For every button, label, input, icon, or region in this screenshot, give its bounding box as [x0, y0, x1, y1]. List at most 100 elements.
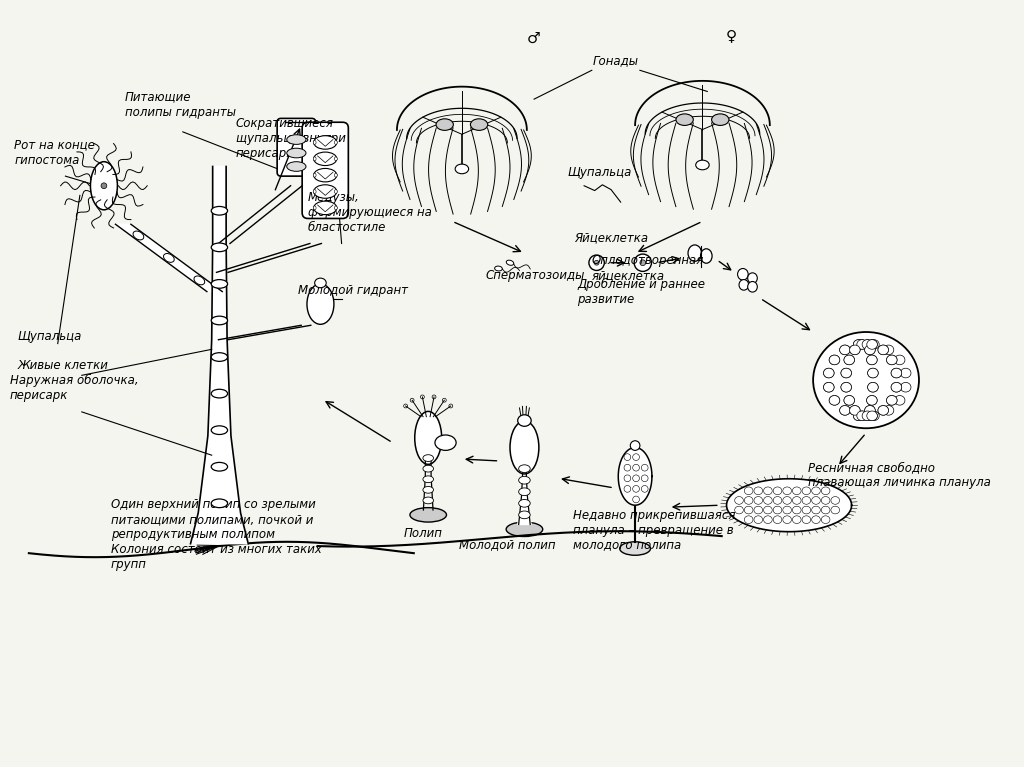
Polygon shape: [190, 166, 248, 544]
Ellipse shape: [829, 396, 840, 405]
Text: Яйцеклетка: Яйцеклетка: [574, 232, 648, 245]
Ellipse shape: [314, 278, 327, 288]
Ellipse shape: [853, 340, 864, 349]
Ellipse shape: [641, 464, 648, 471]
Ellipse shape: [866, 340, 878, 349]
Ellipse shape: [435, 435, 456, 450]
Ellipse shape: [864, 406, 876, 415]
Ellipse shape: [844, 396, 855, 405]
Ellipse shape: [734, 506, 743, 514]
Ellipse shape: [313, 189, 316, 193]
Ellipse shape: [211, 280, 227, 288]
Ellipse shape: [700, 249, 712, 263]
Ellipse shape: [868, 340, 880, 349]
Ellipse shape: [866, 396, 878, 405]
Text: Щупальца: Щупальца: [17, 330, 82, 343]
Ellipse shape: [840, 406, 850, 415]
Text: Живые клетки: Живые клетки: [17, 359, 109, 371]
Ellipse shape: [411, 398, 414, 402]
Ellipse shape: [764, 496, 772, 504]
Ellipse shape: [840, 406, 850, 415]
Ellipse shape: [793, 487, 801, 495]
Ellipse shape: [844, 355, 855, 365]
Ellipse shape: [887, 396, 897, 405]
Ellipse shape: [734, 496, 743, 504]
Text: Один верхний полип со зрелыми
питающими полипами, почкой и
репродуктивным полипо: Один верхний полип со зрелыми питающими …: [111, 498, 322, 571]
Ellipse shape: [90, 162, 118, 210]
Ellipse shape: [744, 496, 753, 504]
Ellipse shape: [764, 506, 772, 514]
Text: ♀: ♀: [726, 28, 737, 43]
Ellipse shape: [754, 487, 763, 495]
Ellipse shape: [423, 455, 433, 462]
Ellipse shape: [737, 268, 749, 280]
Ellipse shape: [335, 157, 337, 161]
Ellipse shape: [313, 152, 337, 166]
Ellipse shape: [423, 466, 433, 472]
Ellipse shape: [313, 173, 316, 177]
Ellipse shape: [624, 475, 631, 482]
Ellipse shape: [211, 499, 227, 508]
FancyBboxPatch shape: [278, 118, 315, 176]
Ellipse shape: [878, 406, 889, 415]
Ellipse shape: [857, 340, 867, 349]
Ellipse shape: [844, 355, 855, 365]
Ellipse shape: [624, 486, 631, 492]
Ellipse shape: [211, 426, 227, 434]
Ellipse shape: [133, 231, 143, 240]
Ellipse shape: [900, 383, 911, 392]
Ellipse shape: [589, 255, 604, 271]
Ellipse shape: [894, 355, 905, 365]
Text: Сперматозоиды: Сперматозоиды: [486, 269, 586, 282]
Ellipse shape: [744, 506, 753, 514]
Ellipse shape: [866, 411, 878, 420]
Ellipse shape: [470, 119, 487, 130]
Ellipse shape: [688, 245, 701, 262]
Ellipse shape: [793, 496, 801, 504]
Ellipse shape: [850, 406, 860, 415]
Ellipse shape: [829, 355, 840, 365]
Ellipse shape: [802, 487, 811, 495]
Ellipse shape: [748, 281, 758, 292]
Ellipse shape: [313, 206, 316, 210]
Ellipse shape: [812, 487, 820, 495]
Ellipse shape: [862, 411, 872, 420]
Ellipse shape: [850, 345, 860, 354]
Polygon shape: [727, 479, 852, 532]
Ellipse shape: [866, 340, 878, 349]
Ellipse shape: [335, 173, 337, 177]
Ellipse shape: [900, 368, 911, 378]
Ellipse shape: [506, 522, 543, 536]
Ellipse shape: [423, 476, 433, 482]
Ellipse shape: [850, 345, 860, 354]
Ellipse shape: [640, 260, 646, 265]
Text: Щупальца: Щупальца: [567, 166, 632, 179]
Ellipse shape: [830, 506, 840, 514]
Ellipse shape: [442, 398, 446, 402]
Ellipse shape: [891, 368, 902, 378]
Ellipse shape: [884, 345, 894, 354]
Ellipse shape: [773, 487, 782, 495]
Ellipse shape: [823, 383, 835, 392]
Ellipse shape: [633, 475, 639, 482]
Ellipse shape: [211, 390, 227, 398]
Ellipse shape: [307, 284, 334, 324]
Ellipse shape: [335, 140, 337, 144]
Ellipse shape: [821, 506, 830, 514]
Ellipse shape: [802, 506, 811, 514]
Ellipse shape: [891, 368, 902, 378]
Text: Питающие
полипы гидранты: Питающие полипы гидранты: [125, 91, 237, 119]
Ellipse shape: [823, 368, 835, 378]
Ellipse shape: [335, 189, 337, 193]
Ellipse shape: [712, 114, 729, 126]
Ellipse shape: [313, 157, 316, 161]
Ellipse shape: [823, 383, 835, 392]
Ellipse shape: [793, 506, 801, 514]
Ellipse shape: [878, 406, 889, 415]
Ellipse shape: [313, 136, 337, 150]
Ellipse shape: [850, 406, 860, 415]
Ellipse shape: [519, 499, 530, 507]
Ellipse shape: [844, 396, 855, 405]
Ellipse shape: [864, 345, 876, 354]
Ellipse shape: [754, 506, 763, 514]
